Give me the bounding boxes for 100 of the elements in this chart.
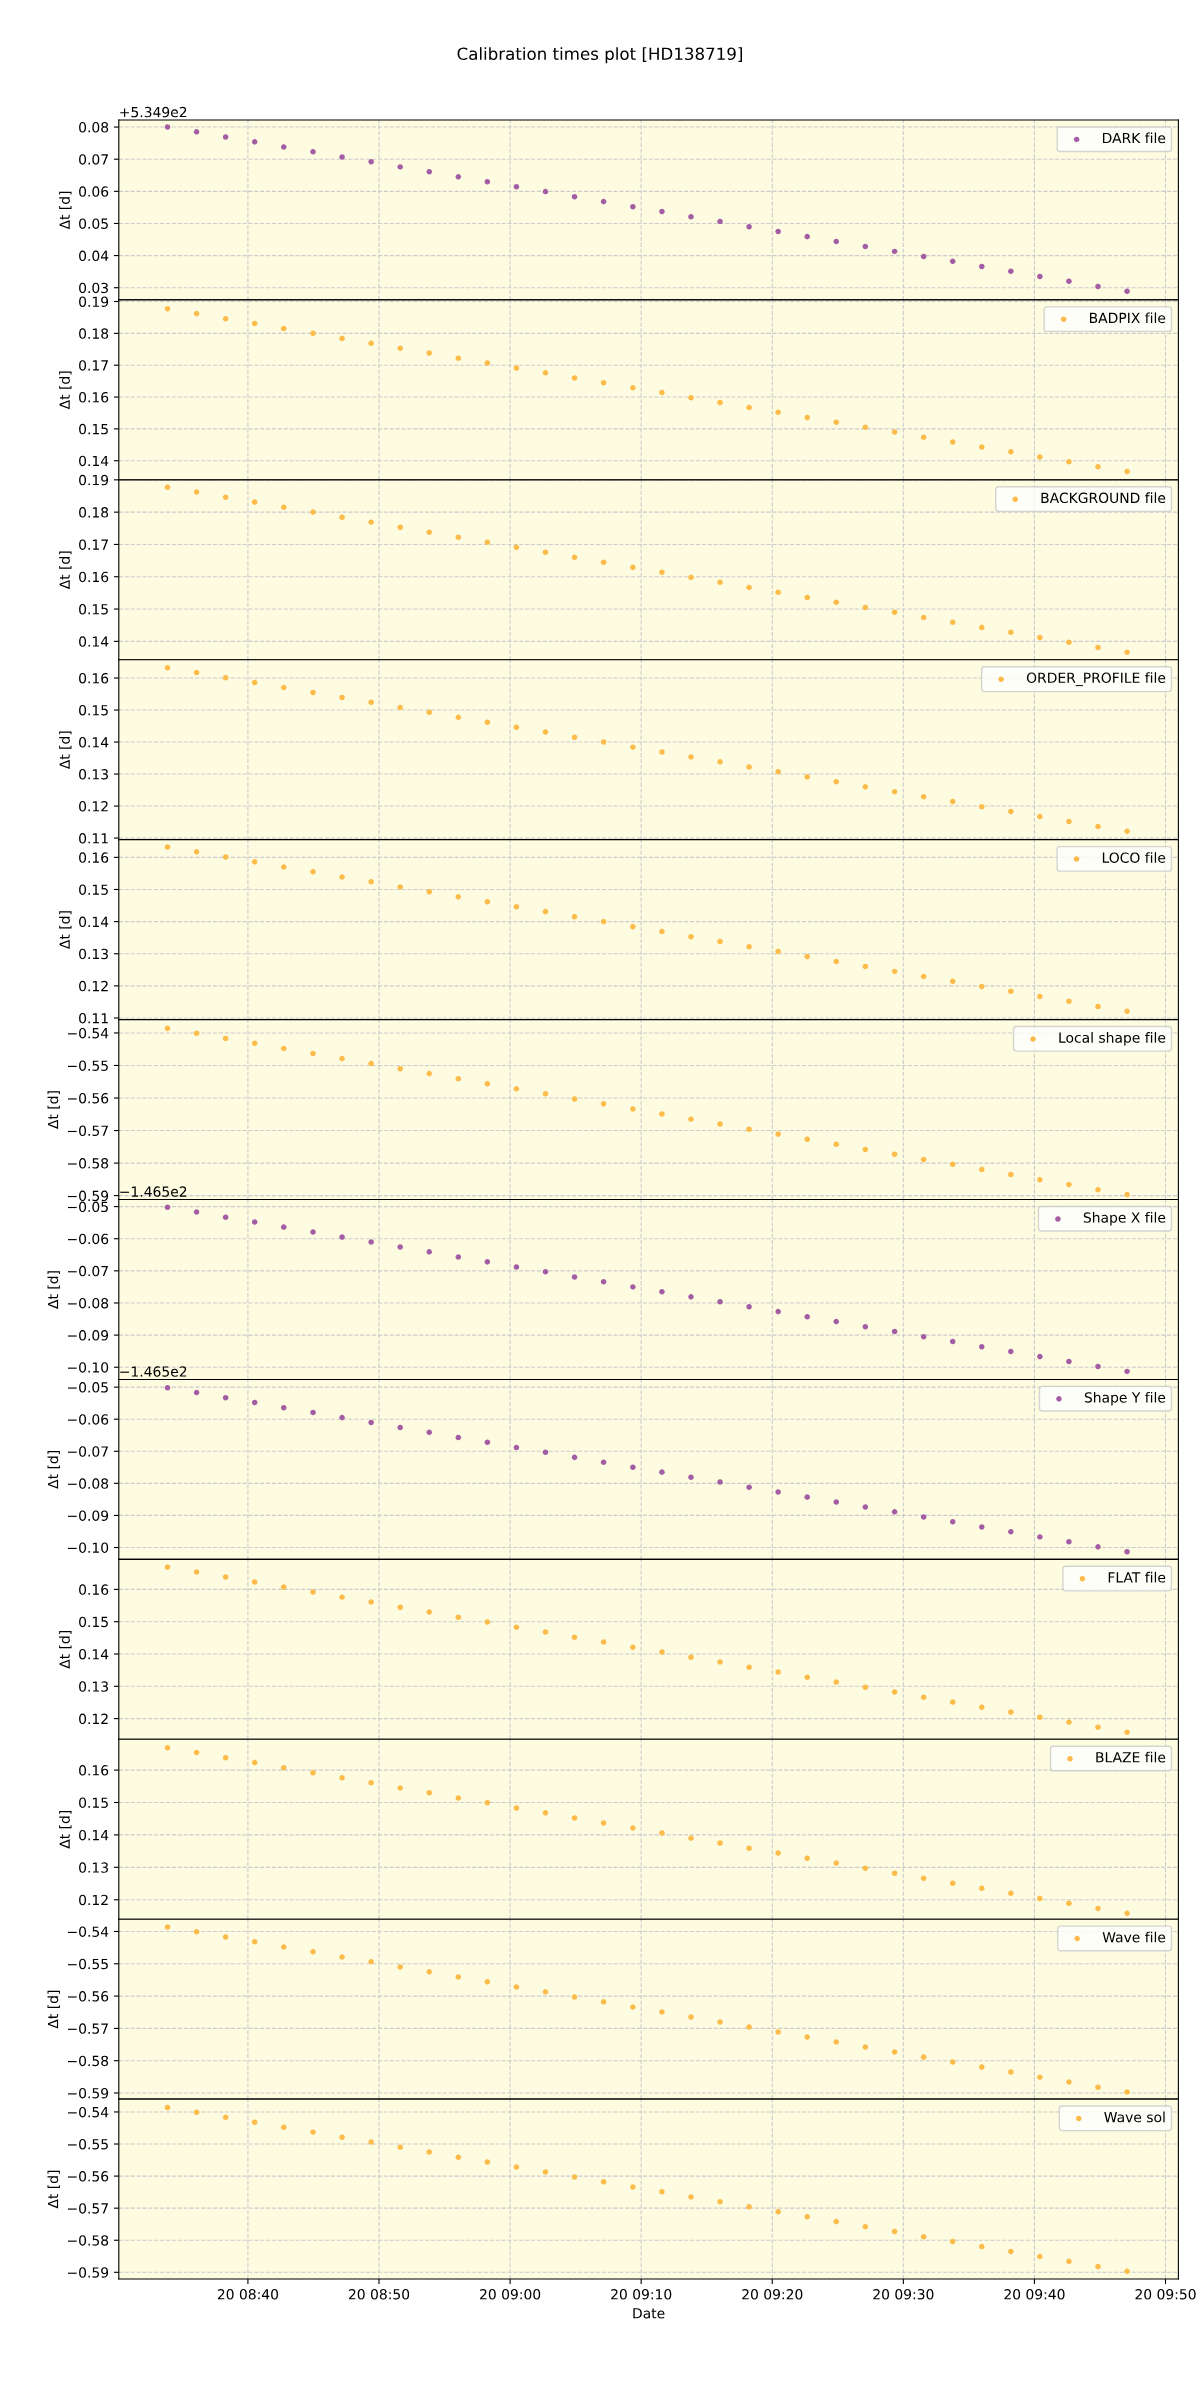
point [920, 794, 927, 800]
point [862, 2223, 869, 2230]
y-tick-label: 0.12 [79, 1713, 108, 1725]
point [280, 2124, 287, 2131]
point [426, 1789, 433, 1796]
point [280, 1944, 287, 1950]
point [164, 306, 171, 312]
y-tick-label: 0.13 [79, 1862, 108, 1873]
legend-label: LOCO file [1102, 852, 1166, 863]
x-tick-label: 20 09:30 [873, 2289, 934, 2300]
point [891, 1509, 898, 1515]
legend-label: BADPIX file [1089, 312, 1166, 324]
annotation: −1.465e2 [120, 1366, 187, 1377]
point [775, 1669, 781, 1675]
point [251, 679, 258, 686]
point [251, 320, 258, 327]
point [484, 1979, 491, 1985]
point [310, 1949, 316, 1955]
y-tick-label: 0.16 [79, 571, 109, 583]
point [426, 709, 433, 716]
legend-label: Local shape file [1059, 1032, 1166, 1046]
point [164, 124, 171, 130]
point [339, 1414, 345, 1421]
point [688, 1835, 694, 1841]
point [193, 1929, 200, 1935]
point [164, 664, 171, 671]
point [949, 798, 956, 805]
point [979, 1524, 985, 1530]
point [833, 238, 840, 245]
y-axis-title: Δt [d] [59, 731, 72, 770]
point [193, 129, 200, 135]
point [397, 1964, 403, 1970]
point [251, 1579, 258, 1585]
point [455, 714, 462, 721]
point [746, 1845, 752, 1851]
point [717, 938, 723, 945]
point [1124, 1191, 1130, 1198]
point [542, 729, 549, 735]
y-tick-label: 0.11 [79, 1012, 108, 1024]
point [775, 2029, 781, 2035]
point [804, 1855, 810, 1862]
y-tick-label: −0.58 [67, 2235, 109, 2246]
point [600, 198, 607, 205]
point [1008, 2069, 1014, 2075]
y-axis-title: Δt [d] [47, 1451, 60, 1489]
point [251, 139, 258, 145]
point [1008, 629, 1014, 636]
y-tick-label: 0.14 [79, 636, 109, 647]
y-axis-title: Δt [d] [59, 371, 72, 410]
point [193, 669, 200, 676]
point [1066, 1719, 1072, 1725]
y-tick-label: −0.09 [67, 1330, 109, 1341]
point [891, 1151, 898, 1158]
point [222, 1035, 229, 1042]
point [949, 439, 956, 445]
point [310, 1589, 316, 1595]
point [484, 1619, 491, 1625]
point [688, 1116, 694, 1122]
point [1066, 1358, 1072, 1365]
point [717, 1298, 723, 1305]
y-tick-label: −0.06 [67, 1233, 109, 1245]
point [949, 1880, 956, 1886]
y-tick-label: −0.55 [67, 1060, 108, 1071]
x-axis-title: Date [633, 2308, 665, 2319]
point [222, 1214, 229, 1220]
point [833, 2218, 840, 2225]
point [920, 1694, 927, 1701]
y-tick-label: 0.16 [79, 672, 109, 684]
point [222, 1394, 229, 1401]
point [920, 1875, 927, 1882]
point [368, 1239, 374, 1245]
point [164, 1204, 171, 1211]
y-tick-label: 0.13 [79, 769, 108, 780]
y-tick-label: 0.16 [79, 1765, 109, 1776]
point [833, 778, 840, 785]
point [339, 1594, 345, 1600]
x-tick-label: 20 09:20 [742, 2289, 803, 2300]
point [222, 1934, 229, 1940]
y-tick-label: 0.16 [79, 392, 109, 403]
point [426, 529, 433, 535]
point [397, 1065, 403, 1072]
point [804, 1314, 810, 1320]
y-tick-label: −0.56 [67, 2171, 109, 2182]
point [426, 168, 433, 175]
point [659, 749, 665, 755]
point [251, 499, 258, 505]
point [920, 253, 927, 260]
point [542, 908, 549, 915]
point [630, 1284, 636, 1290]
point [891, 968, 898, 975]
point [659, 1288, 665, 1295]
legend-label: Wave sol [1104, 2111, 1165, 2123]
y-axis-title: Δt [d] [59, 551, 72, 590]
x-tick-label: 20 09:00 [480, 2289, 541, 2300]
y-tick-label: −0.10 [67, 1542, 109, 1553]
point [571, 1274, 578, 1280]
y-axis-title: Δt [d] [59, 1631, 72, 1669]
point [659, 2189, 665, 2195]
point [920, 973, 927, 980]
point [746, 943, 752, 950]
